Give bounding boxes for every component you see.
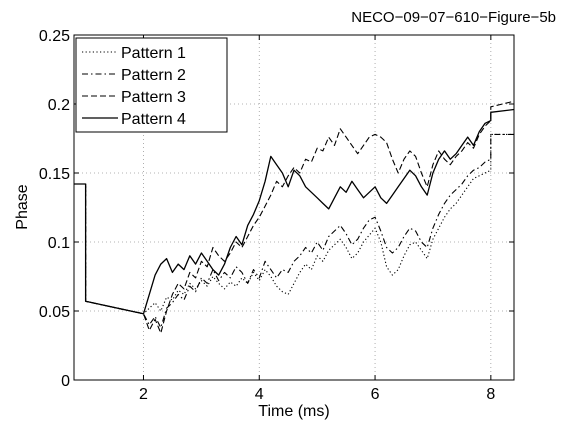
y-tick-label: 0.15: [39, 166, 70, 183]
y-tick-label: 0.05: [39, 304, 70, 321]
legend-label-pattern-4: Pattern 4: [121, 111, 186, 128]
x-tick-label: 4: [255, 386, 264, 403]
legend-label-pattern-1: Pattern 1: [121, 45, 186, 62]
legend-label-pattern-2: Pattern 2: [121, 67, 186, 84]
x-tick-label: 2: [139, 386, 148, 403]
series-line-pattern-2: [74, 133, 514, 329]
y-tick-label: 0.25: [39, 28, 70, 45]
x-tick-label: 6: [371, 386, 380, 403]
figure-label: NECO−09−07−610−Figure−5b: [351, 9, 556, 26]
y-tick-label: 0.2: [48, 97, 70, 114]
legend-label-pattern-3: Pattern 3: [121, 89, 186, 106]
x-tick-label: 8: [486, 386, 495, 403]
y-tick-label: 0.1: [48, 235, 70, 252]
legend: Pattern 1 Pattern 2 Pattern 3 Pattern 4: [75, 37, 228, 133]
axis-ticks: 2 4 6 8 0 0.05 0.1 0.15 0.2 0.25: [39, 28, 514, 403]
series-line-pattern-3: [74, 100, 514, 334]
y-tick-label: 0: [61, 373, 70, 390]
series-line-pattern-4: [74, 108, 514, 315]
x-axis-label: Time (ms): [258, 403, 329, 420]
y-axis-label: Phase: [14, 184, 31, 229]
series-line-pattern-1: [74, 133, 514, 315]
series-lines: [74, 100, 514, 334]
legend-box: [75, 37, 228, 133]
plot-area-frame: [73, 34, 515, 381]
